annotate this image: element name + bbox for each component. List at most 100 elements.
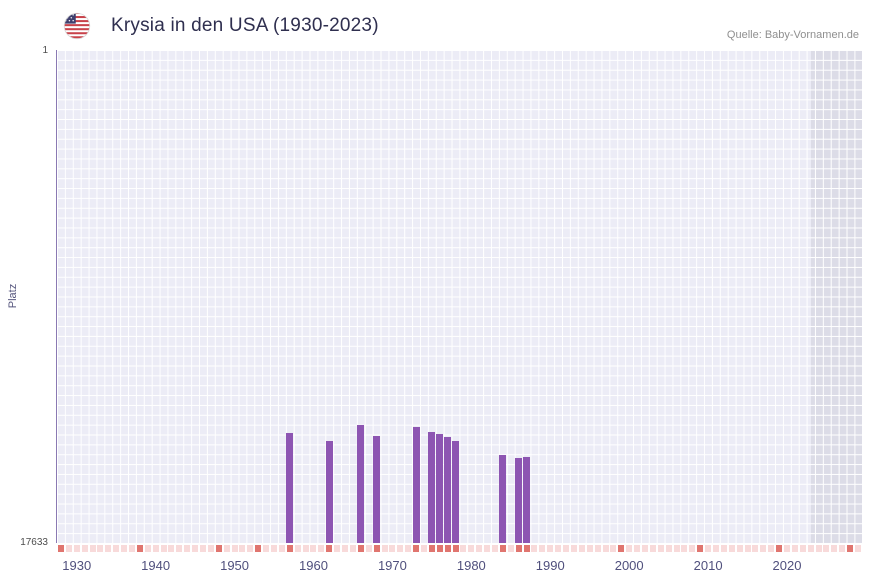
- year-strip-cell: [160, 545, 167, 552]
- source-label: Quelle: Baby-Vornamen.de: [726, 29, 859, 41]
- chart-bar-1968[interactable]: [373, 435, 381, 543]
- year-strip-cell: [563, 545, 570, 552]
- x-tick-label: 1980: [456, 558, 486, 573]
- year-strip-cell: [247, 545, 254, 552]
- year-strip-cell: [294, 545, 301, 552]
- year-strip-cell: [492, 545, 498, 552]
- year-strip-cell: [752, 545, 759, 552]
- us-flag-icon: [63, 12, 91, 40]
- year-strip-cell: [113, 545, 120, 552]
- year-strip-cell: [499, 545, 506, 552]
- chart-bar-1957[interactable]: [286, 433, 294, 543]
- x-tick-label: 1940: [141, 558, 171, 573]
- year-strip-cell: [839, 545, 846, 552]
- year-strip-cell: [484, 545, 491, 552]
- year-strip-cell: [357, 545, 364, 552]
- x-tick-label: 1950: [220, 558, 250, 573]
- year-strip-cell: [255, 545, 262, 552]
- year-strip-cell: [705, 545, 712, 552]
- year-strip-cell: [768, 545, 775, 552]
- year-strip-cell: [855, 545, 862, 552]
- year-strip-cell: [349, 545, 356, 552]
- year-strip-cell: [531, 545, 538, 552]
- year-strip-cell: [689, 545, 696, 552]
- year-strip-cell: [428, 545, 435, 552]
- year-strip-cell: [278, 545, 285, 552]
- year-strip-cell: [302, 545, 309, 552]
- chart-bar-1973[interactable]: [412, 427, 420, 543]
- year-strip-cell: [121, 545, 128, 552]
- year-strip-cell: [468, 545, 475, 552]
- year-strip-cell: [128, 545, 135, 552]
- year-strip-cell: [144, 545, 151, 552]
- chart-bar-1978[interactable]: [452, 441, 460, 543]
- year-strip-cell: [712, 545, 719, 552]
- year-strip-cell: [539, 545, 546, 552]
- year-strip-cell: [476, 545, 483, 552]
- x-axis-labels: 1930 1940 1950 1960 1970 1980 1990 2000 2010 2020: [57, 558, 862, 578]
- year-strip-cell: [555, 545, 562, 552]
- year-strip-cell: [334, 545, 341, 552]
- chart-bar-1986[interactable]: [515, 458, 523, 543]
- chart-header: Krysia in den USA (1930-2023): [63, 12, 379, 40]
- year-strip-cell: [452, 545, 459, 552]
- year-strip-cell: [57, 545, 64, 552]
- year-strip-cell: [657, 545, 664, 552]
- chart-bar-1962[interactable]: [325, 441, 333, 543]
- year-strip-cell: [326, 545, 333, 552]
- chart-bar-1975[interactable]: [428, 431, 436, 543]
- chart-bar-1984[interactable]: [499, 455, 507, 543]
- year-strip-cell: [73, 545, 80, 552]
- y-axis-title: Platz: [7, 283, 19, 309]
- chart-bar-1977[interactable]: [444, 437, 452, 543]
- x-tick-label: 2020: [772, 558, 802, 573]
- year-strip-cell: [318, 545, 325, 552]
- year-strip-cell: [618, 545, 625, 552]
- year-strip-cell: [436, 545, 443, 552]
- year-strip-cell: [523, 545, 530, 552]
- year-strip-cell: [381, 545, 388, 552]
- year-strip-cell: [776, 545, 783, 552]
- year-strip-cell: [184, 545, 191, 552]
- year-strip-cell: [736, 545, 743, 552]
- year-strip-cell: [791, 545, 798, 552]
- year-strip-cell: [215, 545, 222, 552]
- year-strip-cell: [681, 545, 688, 552]
- year-strip-cell: [239, 545, 246, 552]
- year-strip-cell: [602, 545, 609, 552]
- year-strip-cell: [594, 545, 601, 552]
- year-strip-cell: [831, 545, 838, 552]
- year-strip-cell: [665, 545, 672, 552]
- year-strip-cell: [420, 545, 427, 552]
- year-strip-cell: [136, 545, 143, 552]
- year-strip-cell: [515, 545, 522, 552]
- x-tick-label: 1960: [299, 558, 328, 573]
- chart-bar-1966[interactable]: [357, 424, 365, 543]
- year-strip-cell: [586, 545, 593, 552]
- year-strip-cell: [547, 545, 554, 552]
- year-strip-cell: [342, 545, 349, 552]
- year-strip-cell: [365, 545, 372, 552]
- year-strip-cell: [231, 545, 238, 552]
- year-strip-cell: [200, 545, 206, 552]
- year-strip-cell: [413, 545, 420, 552]
- year-strip-cell: [634, 545, 641, 552]
- year-strip-cell: [405, 545, 412, 552]
- year-strip-cell: [610, 545, 617, 552]
- chart-bar-1976[interactable]: [436, 434, 444, 543]
- year-strip-cell: [105, 545, 112, 552]
- year-strip-cell: [310, 545, 317, 552]
- year-strip-cell: [847, 545, 854, 552]
- year-strip-cell: [460, 545, 467, 552]
- y-tick-min: 17633: [20, 537, 48, 548]
- year-strip-cell: [207, 545, 214, 552]
- year-strip-cell: [223, 545, 230, 552]
- year-strip-cell: [373, 545, 380, 552]
- no-data-band: [810, 50, 862, 543]
- chart-bar-1987[interactable]: [523, 456, 531, 543]
- year-strip-cell: [89, 545, 96, 552]
- y-tick-max: 1: [42, 45, 48, 56]
- x-tick-label: 2000: [614, 558, 644, 573]
- year-strip-cell: [823, 545, 830, 552]
